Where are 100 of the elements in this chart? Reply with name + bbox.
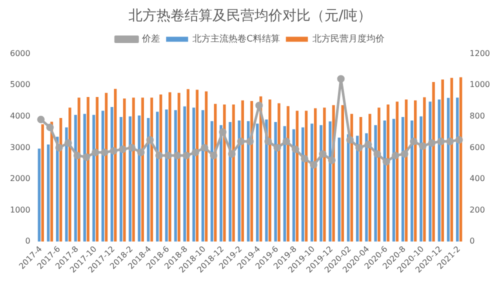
point (155, 152, 163, 160)
y-tick-label: 0 (25, 236, 30, 246)
point (255, 102, 263, 110)
point (164, 152, 172, 160)
point (74, 152, 82, 160)
bar (274, 122, 277, 242)
point (274, 144, 282, 152)
bar (86, 96, 90, 242)
bar (128, 116, 132, 242)
point (310, 161, 318, 169)
bar (256, 124, 259, 242)
bar (65, 127, 68, 242)
bar (120, 117, 122, 242)
chart-title: 北方热卷结算及民营均价对比（元/吨） (128, 8, 372, 24)
y2-tick-label: 1000 (470, 80, 490, 90)
point (382, 158, 390, 166)
bar (46, 144, 50, 242)
point (118, 146, 126, 154)
y-tick-label: 5000 (10, 80, 30, 90)
legend-label: 北方主流热卷C料结算 (192, 34, 280, 45)
point (46, 124, 54, 132)
point (355, 144, 363, 152)
point (55, 144, 63, 152)
point (182, 152, 190, 160)
bar (174, 110, 177, 242)
point (37, 116, 45, 124)
bar (356, 136, 359, 242)
bar (186, 89, 190, 242)
point (210, 152, 218, 160)
y-tick-label: 3000 (10, 142, 30, 152)
bar (310, 124, 314, 242)
y2-tick-label: 0 (470, 236, 475, 246)
point (328, 156, 336, 164)
bar (74, 114, 77, 242)
point (100, 148, 108, 156)
point (264, 138, 272, 146)
point (192, 148, 200, 156)
bar (232, 104, 235, 242)
y2-tick-label: 200 (470, 205, 485, 214)
bar (368, 114, 372, 242)
point (282, 138, 290, 146)
point (392, 152, 400, 160)
y-tick-label: 4000 (10, 111, 30, 120)
point (292, 146, 300, 154)
bar (338, 138, 341, 242)
bar (38, 148, 41, 242)
point (174, 152, 182, 160)
point (318, 150, 326, 158)
point (400, 150, 408, 158)
bar (423, 97, 426, 242)
point (246, 138, 254, 146)
bar (456, 98, 459, 242)
point (446, 138, 454, 146)
bar (320, 125, 322, 242)
y2-tick-label: 600 (470, 142, 485, 152)
bar (378, 108, 380, 242)
y-tick-label: 1000 (10, 205, 30, 214)
bar (210, 121, 214, 242)
point (137, 148, 145, 156)
bar (374, 125, 377, 242)
point (364, 140, 372, 148)
legend-label: 北方民营月度均价 (312, 34, 384, 45)
point (200, 144, 208, 152)
bar (268, 99, 272, 242)
y2-tick-label: 800 (470, 111, 485, 120)
point (92, 148, 100, 156)
point (218, 128, 226, 136)
bar (323, 108, 326, 242)
bar (223, 104, 226, 242)
point (228, 150, 236, 158)
bar (341, 105, 344, 242)
point (128, 144, 136, 152)
point (374, 150, 382, 158)
point (110, 147, 118, 155)
bar (165, 110, 168, 242)
point (410, 138, 418, 146)
bar (228, 122, 232, 242)
legend-label: 价差 (141, 34, 160, 45)
bar (432, 82, 435, 242)
y2-tick-label: 400 (470, 174, 485, 184)
bar (420, 116, 422, 242)
point (346, 136, 354, 144)
y-tick-label: 2000 (10, 174, 30, 184)
point (300, 154, 308, 162)
y2-tick-label: 1200 (470, 48, 490, 58)
bar (41, 124, 44, 242)
bar (410, 120, 414, 242)
bar (141, 98, 144, 242)
bar (286, 106, 290, 242)
point (437, 138, 445, 146)
y-tick-label: 6000 (10, 48, 30, 58)
point (146, 136, 154, 144)
bar (365, 133, 368, 242)
point (82, 153, 90, 161)
bar (132, 98, 135, 242)
point (455, 136, 463, 144)
point (337, 75, 345, 83)
bar (386, 104, 390, 242)
bar (178, 92, 180, 242)
point (64, 139, 72, 147)
